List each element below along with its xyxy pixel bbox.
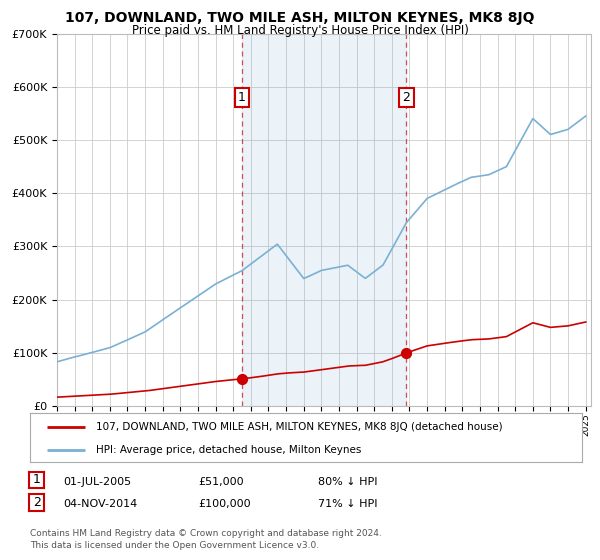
Text: £100,000: £100,000 <box>198 499 251 509</box>
Text: Price paid vs. HM Land Registry's House Price Index (HPI): Price paid vs. HM Land Registry's House … <box>131 24 469 36</box>
Text: HPI: Average price, detached house, Milton Keynes: HPI: Average price, detached house, Milt… <box>96 445 362 455</box>
Text: 01-JUL-2005: 01-JUL-2005 <box>63 477 131 487</box>
Text: 107, DOWNLAND, TWO MILE ASH, MILTON KEYNES, MK8 8JQ (detached house): 107, DOWNLAND, TWO MILE ASH, MILTON KEYN… <box>96 422 503 432</box>
Text: 1: 1 <box>32 473 41 487</box>
Text: 80% ↓ HPI: 80% ↓ HPI <box>318 477 377 487</box>
Text: 04-NOV-2014: 04-NOV-2014 <box>63 499 137 509</box>
Text: 1: 1 <box>238 91 246 104</box>
Text: 107, DOWNLAND, TWO MILE ASH, MILTON KEYNES, MK8 8JQ: 107, DOWNLAND, TWO MILE ASH, MILTON KEYN… <box>65 11 535 25</box>
Text: £51,000: £51,000 <box>198 477 244 487</box>
Text: 2: 2 <box>403 91 410 104</box>
Point <box>237 375 247 384</box>
Text: Contains HM Land Registry data © Crown copyright and database right 2024.
This d: Contains HM Land Registry data © Crown c… <box>30 529 382 550</box>
Bar <box>242 34 406 406</box>
Text: 2: 2 <box>32 496 41 509</box>
Text: 71% ↓ HPI: 71% ↓ HPI <box>318 499 377 509</box>
Point <box>401 348 411 357</box>
